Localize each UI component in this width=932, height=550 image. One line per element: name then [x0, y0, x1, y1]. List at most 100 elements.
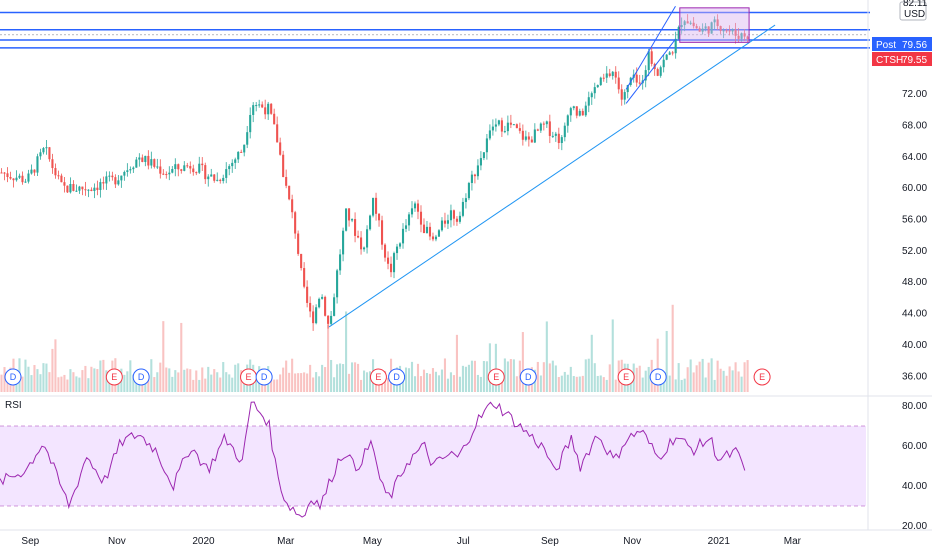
event-marker-circle [519, 368, 537, 386]
candle-body [671, 52, 674, 54]
volume-bar [33, 365, 36, 392]
volume-bar [363, 370, 366, 392]
earnings-marker[interactable]: E [240, 368, 258, 386]
volume-bar [303, 372, 306, 392]
candle-body [473, 174, 476, 177]
candle-body [440, 220, 444, 231]
dividend-marker[interactable]: D [519, 368, 537, 386]
candle-body [590, 93, 593, 98]
candle-body [692, 22, 695, 27]
event-marker-circle [4, 368, 22, 386]
candle-body [569, 108, 572, 116]
volume-bar [602, 377, 605, 392]
candle-body [608, 73, 611, 76]
candle-body [336, 270, 339, 298]
candle-body [258, 104, 261, 106]
volume-bar [557, 377, 560, 392]
candle-body [162, 173, 165, 175]
volume-bar [464, 366, 467, 392]
candle-body [75, 190, 78, 192]
volume-bar [189, 369, 192, 392]
volume-bar [572, 376, 575, 392]
candle-body [647, 51, 650, 71]
candle-body [54, 168, 57, 176]
volume-bar [614, 379, 617, 392]
candle-body [377, 213, 381, 221]
dividend-marker[interactable]: D [132, 368, 150, 386]
candle-body [533, 129, 536, 143]
volume-bar [740, 376, 743, 392]
candle-body [464, 198, 467, 202]
event-marker-circle [388, 368, 406, 386]
event-marker-label: E [375, 372, 381, 382]
dividend-marker[interactable]: D [388, 368, 406, 386]
dividend-marker[interactable]: D [255, 368, 273, 386]
volume-bar [605, 379, 608, 392]
earnings-marker[interactable]: E [369, 368, 387, 386]
volume-bar [449, 372, 453, 392]
uptrend-line [328, 24, 776, 328]
volume-bar [701, 358, 704, 392]
volume-bar [360, 379, 363, 392]
volume-bar [431, 368, 435, 392]
volume-bar [126, 371, 129, 392]
candle-body [0, 172, 3, 174]
candle-body [120, 175, 123, 181]
volume-bar [446, 378, 450, 392]
volume-bar [665, 330, 668, 392]
volume-bar [45, 363, 48, 392]
candle-body [354, 219, 357, 236]
candle-body [512, 124, 515, 126]
candle-body [386, 257, 390, 264]
candle-body [371, 197, 375, 216]
candle-body [404, 225, 408, 229]
candle-body [198, 163, 201, 173]
earnings-marker[interactable]: E [617, 368, 635, 386]
candle-body [159, 166, 162, 174]
volume-bar [437, 375, 441, 392]
chart-drawings [328, 6, 776, 328]
candle-body [728, 30, 731, 32]
candle-body [422, 224, 426, 234]
candle-body [135, 159, 138, 168]
volume-bar [309, 364, 312, 392]
volume-bar [461, 365, 464, 392]
candle-body [521, 130, 524, 140]
event-marker-circle [487, 368, 505, 386]
volume-bar [635, 367, 638, 392]
price-tag-box [872, 52, 932, 66]
candle-body [416, 203, 420, 212]
volume-bar [581, 375, 584, 392]
volume-bar [3, 367, 6, 392]
dividend-marker[interactable]: D [4, 368, 22, 386]
candle-body [63, 182, 66, 186]
earnings-marker[interactable]: E [105, 368, 123, 386]
volume-bar [222, 362, 225, 392]
volume-bar [644, 370, 647, 392]
dividend-marker[interactable]: D [649, 368, 667, 386]
candle-body [566, 115, 569, 126]
candle-body [467, 183, 470, 199]
volume-bar [330, 359, 333, 392]
candle-body [560, 137, 563, 144]
price-axis-tick-label: 36.00 [902, 371, 927, 382]
candle-body [324, 296, 327, 316]
candle-body [383, 244, 387, 258]
volume-bar [686, 367, 689, 392]
candle-body [225, 169, 228, 178]
volume-bar [593, 363, 596, 392]
candle-body [180, 169, 183, 171]
candle-body [578, 110, 581, 116]
earnings-marker[interactable]: E [753, 368, 771, 386]
candle-body [24, 181, 27, 183]
earnings-marker[interactable]: E [487, 368, 505, 386]
candle-body [713, 19, 716, 23]
candle-body [138, 157, 141, 160]
volume-bar [413, 376, 417, 392]
volume-bar [662, 377, 665, 392]
candle-body [659, 67, 662, 76]
volume-bar [503, 358, 506, 392]
volume-bar [102, 359, 105, 392]
